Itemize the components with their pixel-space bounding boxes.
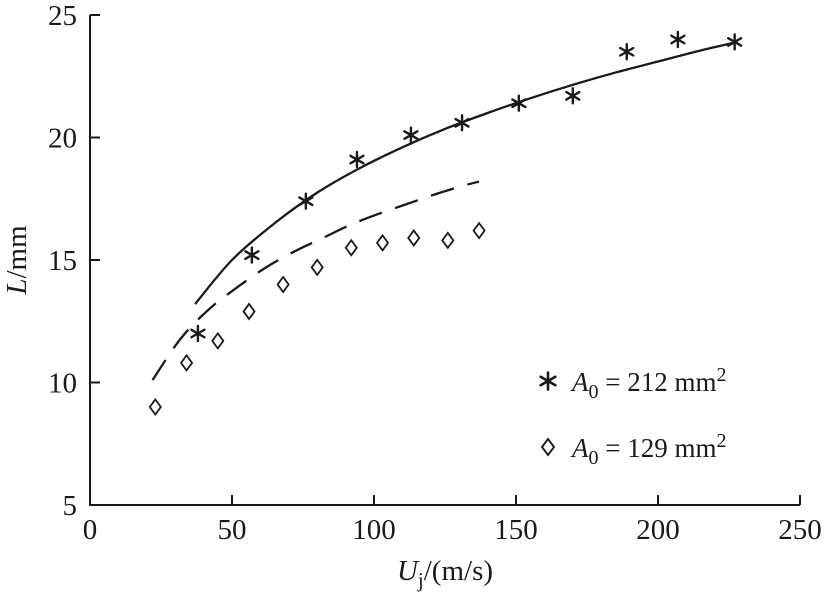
legend-label: A0 = 212 mm2: [570, 364, 726, 403]
data-point-marker: [441, 231, 455, 250]
data-point-marker: [148, 397, 162, 417]
diamond-marker-icon: [344, 238, 358, 257]
diamond-marker-icon: [148, 397, 162, 417]
x-tick-label: 50: [218, 514, 247, 546]
asterisk-marker-icon: [539, 371, 557, 391]
data-point-marker: [619, 43, 635, 61]
fit-curve-dashed: [151, 180, 480, 381]
data-point-marker: [511, 94, 527, 112]
y-tick-label: 5: [63, 490, 78, 522]
y-tick-label: 25: [48, 0, 77, 32]
asterisk-marker-icon: [619, 43, 635, 61]
data-point-marker: [190, 324, 206, 343]
data-point-marker: [276, 275, 290, 294]
diamond-marker-icon: [310, 258, 324, 277]
diamond-marker-icon: [540, 437, 556, 457]
data-point-marker: [403, 126, 419, 144]
diamond-marker-icon: [407, 228, 421, 247]
data-point-marker: [242, 302, 256, 321]
axes: 0 50 100 150 200 250 5 10 15 20 25: [48, 0, 822, 546]
legend-entry: A0 = 212 mm2: [539, 364, 726, 403]
data-point-marker: [179, 353, 194, 372]
data-point-marker: [472, 221, 486, 240]
data-point-marker: [349, 150, 365, 169]
y-tick-label: 10: [48, 368, 77, 400]
legend-label: A0 = 129 mm2: [570, 430, 726, 469]
data-point-marker: [344, 238, 358, 257]
asterisk-marker-icon: [511, 94, 527, 112]
diamond-marker-icon: [211, 331, 225, 350]
diamond-marker-icon: [179, 353, 194, 372]
series-diamond: [148, 221, 486, 417]
x-axis-title: Uj/(m/s): [397, 555, 493, 592]
data-point-marker: [310, 258, 324, 277]
asterisk-marker-icon: [454, 114, 470, 132]
y-tick-label: 15: [48, 245, 77, 277]
legend-entry: A0 = 129 mm2: [540, 430, 726, 469]
asterisk-marker-icon: [670, 30, 686, 49]
x-tick-label: 250: [778, 514, 822, 546]
data-point-marker: [565, 87, 581, 105]
x-tick-label: 0: [83, 514, 98, 546]
series-asterisk: [190, 30, 743, 343]
x-tick-label: 200: [636, 514, 680, 546]
data-point-marker: [454, 114, 470, 132]
diamond-marker-icon: [375, 233, 390, 252]
asterisk-marker-icon: [403, 126, 419, 144]
data-point-marker: [670, 30, 686, 49]
diamond-marker-icon: [472, 221, 486, 240]
data-point-marker: [375, 233, 390, 252]
data-point-marker: [298, 192, 314, 210]
diamond-marker-icon: [242, 302, 256, 321]
y-tick-label: 20: [48, 123, 77, 155]
data-point-marker: [407, 228, 421, 247]
asterisk-marker-icon: [349, 150, 365, 169]
x-tick-label: 150: [494, 514, 538, 546]
data-point-marker: [726, 33, 743, 51]
asterisk-marker-icon: [726, 33, 743, 51]
data-point-marker: [211, 331, 225, 350]
data-point-marker: [244, 246, 260, 264]
asterisk-marker-icon: [565, 87, 581, 105]
x-tick-label: 100: [352, 514, 396, 546]
fit-curve-solid: [194, 40, 738, 305]
asterisk-marker-icon: [190, 324, 206, 343]
diamond-marker-icon: [441, 231, 455, 250]
asterisk-marker-icon: [244, 246, 260, 264]
legend: A0 = 212 mm2 A0 = 129 mm2: [539, 364, 726, 469]
y-axis-title: L/mm: [1, 225, 33, 296]
diamond-marker-icon: [276, 275, 290, 294]
asterisk-marker-icon: [298, 192, 314, 210]
